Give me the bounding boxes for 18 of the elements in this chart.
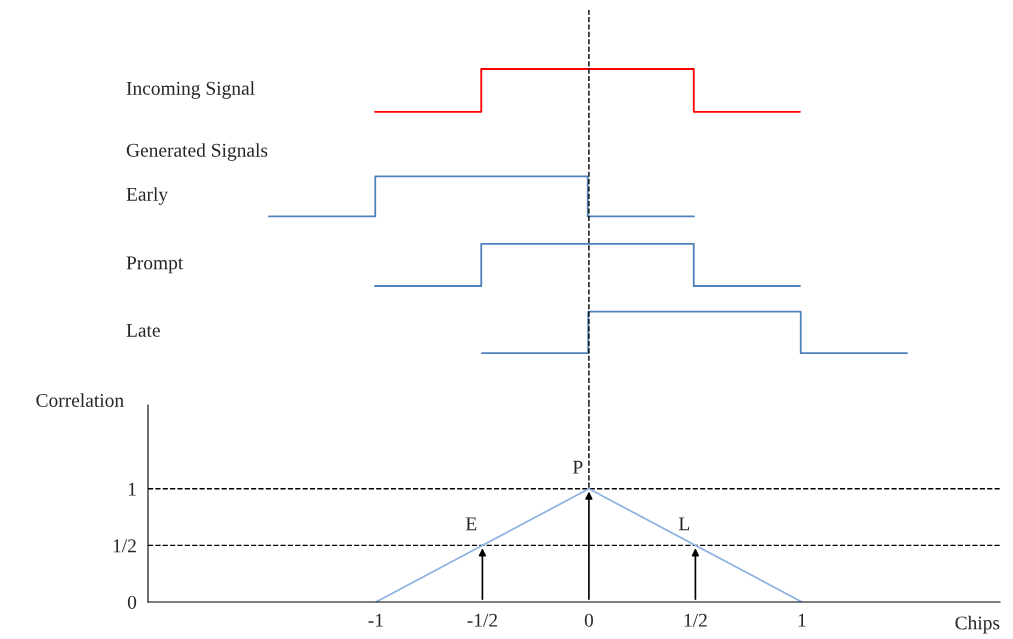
y-axis-title: Correlation (36, 393, 124, 407)
y-tick-label: 0 (127, 595, 137, 609)
chart-title: Generated Signals (126, 143, 268, 161)
annotation: E (465, 517, 477, 531)
x-tick-label: -1 (368, 613, 383, 627)
text: Late (126, 323, 160, 337)
x-tick-label: 1 (798, 613, 806, 627)
text: Prompt (126, 256, 184, 274)
y-tick-label: 1 (128, 482, 136, 496)
text: Incoming Signal (126, 81, 255, 99)
x-tick-label: -1/2 (467, 613, 497, 627)
x-tick-label: 0 (584, 613, 594, 627)
x-tick-label: 1/2 (684, 613, 707, 627)
y-tick-label: 1/2 (113, 539, 136, 553)
annotation: L (678, 517, 690, 531)
annotation: P (572, 460, 583, 474)
text: Early (126, 187, 169, 205)
x-axis-title: Chips (955, 615, 1000, 634)
